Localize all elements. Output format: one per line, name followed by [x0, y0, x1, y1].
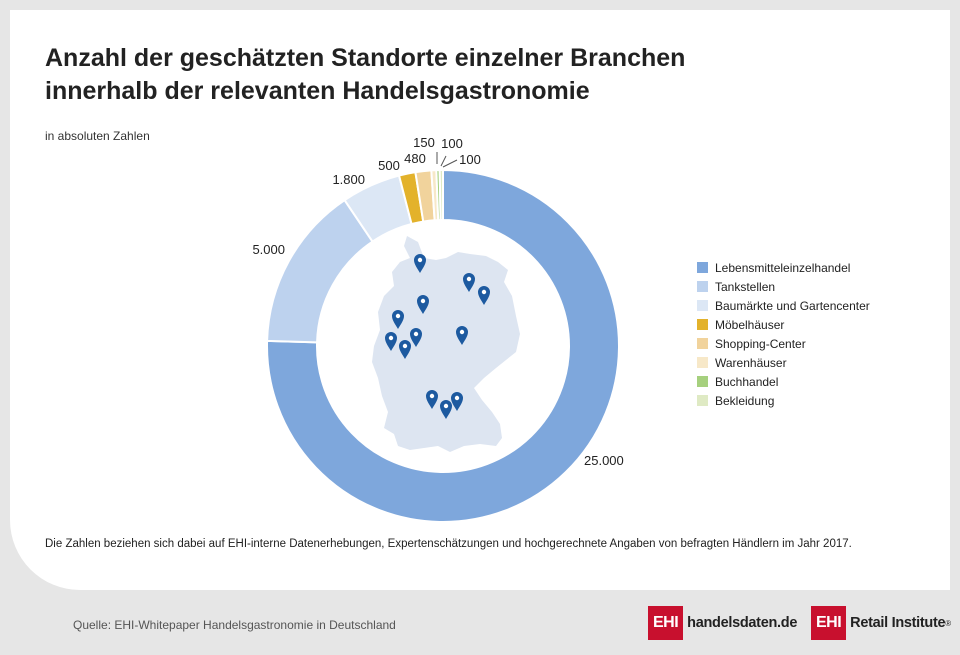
- footnote: Die Zahlen beziehen sich dabei auf EHI-i…: [45, 538, 852, 550]
- title-line-1: Anzahl der geschätzten Standorte einzeln…: [45, 44, 686, 72]
- handelsdaten-logo-text: handelsdaten.de: [687, 615, 798, 631]
- retail-institute-logo-box: EHI: [811, 606, 847, 640]
- donut-slices: [266, 168, 620, 523]
- location-pin-icon: [440, 400, 452, 419]
- legend-swatch: [697, 300, 708, 311]
- legend-label: Lebensmitteleinzelhandel: [715, 260, 851, 275]
- legend-swatch: [697, 319, 708, 330]
- registered-mark: ®: [945, 618, 952, 628]
- legend-label: Möbelhäuser: [715, 317, 785, 332]
- chart-legend: Lebensmitteleinzelhandel Tankstellen Baumä…: [697, 258, 870, 410]
- legend-item-tankstellen: Tankstellen: [697, 277, 870, 296]
- chart-subtitle: in absoluten Zahlen: [45, 129, 150, 143]
- title-line-2: innerhalb der relevanten Handelsgastrono…: [45, 77, 590, 105]
- location-pin-icon: [417, 295, 429, 314]
- data-label-buchhandel: 100: [441, 136, 463, 151]
- legend-label: Shopping-Center: [715, 336, 806, 351]
- legend-item-lebensmitteleinzelhandel: Lebensmitteleinzelhandel: [697, 258, 870, 277]
- legend-item-moebelhaeuser: Möbelhäuser: [697, 315, 870, 334]
- leader-line-bekleidung: [442, 159, 458, 168]
- location-pin-icon: [414, 254, 426, 273]
- leader-line-buchhandel: [440, 155, 447, 167]
- retail-institute-logo[interactable]: EHI Retail Institute ®: [811, 606, 951, 640]
- legend-label: Tankstellen: [715, 279, 776, 294]
- legend-label: Buchhandel: [715, 374, 779, 389]
- donut-slice-bekleidung: [438, 168, 444, 222]
- source-note: Quelle: EHI-Whitepaper Handelsgastronomi…: [73, 618, 396, 632]
- legend-swatch: [697, 262, 708, 273]
- legend-item-baumaerkte-und-gartencenter: Baumärkte und Gartencenter: [697, 296, 870, 315]
- chart-title: Anzahl der geschätzten Standorte einzeln…: [45, 42, 905, 108]
- location-pin-icon: [463, 273, 475, 292]
- data-label-shopping-center: 480: [404, 151, 426, 166]
- handelsdaten-logo-box: EHI: [648, 606, 684, 640]
- legend-item-bekleidung: Bekleidung: [697, 391, 870, 410]
- data-label-moebelhaeuser: 500: [378, 158, 400, 173]
- legend-item-warenhaeuser: Warenhäuser: [697, 353, 870, 372]
- legend-item-shopping-center: Shopping-Center: [697, 334, 870, 353]
- location-pin-icon: [410, 328, 422, 347]
- location-pin-icon: [385, 332, 397, 351]
- handelsdaten-logo[interactable]: EHI handelsdaten.de: [648, 606, 797, 640]
- donut-slice-lebensmitteleinzelhandel: [266, 168, 620, 523]
- location-pin-icon: [451, 392, 463, 411]
- data-label-warenhaeuser: 150: [413, 135, 435, 150]
- location-pin-icon: [392, 310, 404, 329]
- germany-map: [372, 236, 520, 452]
- legend-item-buchhandel: Buchhandel: [697, 372, 870, 391]
- location-pin-icon: [478, 286, 490, 305]
- data-label-lebensmitteleinzelhandel: 25.000: [584, 453, 624, 468]
- legend-label: Baumärkte und Gartencenter: [715, 298, 870, 313]
- leader-lines: [436, 152, 458, 168]
- location-pin-icon: [426, 390, 438, 409]
- legend-label: Warenhäuser: [715, 355, 787, 370]
- legend-swatch: [697, 395, 708, 406]
- location-pins: [385, 254, 490, 419]
- legend-swatch: [697, 357, 708, 368]
- data-label-baumaerkte-und-gartencenter: 1.800: [332, 172, 365, 187]
- data-label-bekleidung: 100: [459, 152, 481, 167]
- legend-label: Bekleidung: [715, 393, 775, 408]
- legend-swatch: [697, 338, 708, 349]
- legend-swatch: [697, 376, 708, 387]
- donut-slice-tankstellen: [266, 198, 374, 344]
- location-pin-icon: [456, 326, 468, 345]
- data-label-tankstellen: 5.000: [252, 242, 285, 257]
- retail-institute-logo-text: Retail Institute: [850, 615, 946, 631]
- legend-swatch: [697, 281, 708, 292]
- location-pin-icon: [399, 340, 411, 359]
